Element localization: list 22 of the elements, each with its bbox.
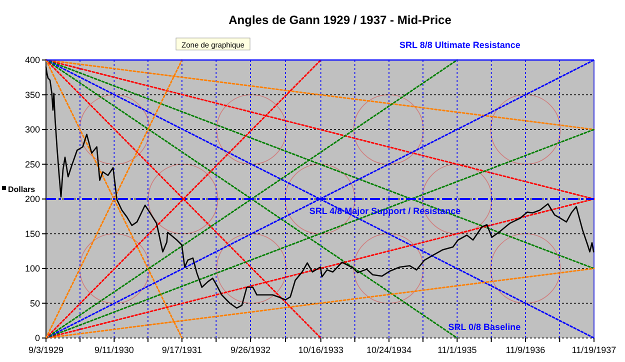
- x-tick-label: 11/19/1937: [572, 345, 616, 355]
- ref-line-label: SRL 8/8 Ultimate Resistance: [400, 40, 520, 50]
- y-tick-label: 300: [24, 124, 40, 134]
- x-tick-label: 10/16/1933: [298, 345, 344, 355]
- x-tick-label: 10/24/1934: [366, 345, 412, 355]
- x-tick-label: 11/9/1936: [506, 345, 546, 355]
- y-tick-label: 150: [24, 228, 40, 239]
- y-tick-label: 200: [24, 194, 40, 204]
- x-tick-label: 11/1/1935: [437, 345, 477, 355]
- y-tick-label: 400: [24, 55, 40, 65]
- y-tick-label: 100: [24, 264, 40, 274]
- y-tick-label: 50: [30, 298, 40, 308]
- y-tick-label: 0: [34, 333, 40, 343]
- x-tick-label: 9/17/1931: [162, 345, 202, 355]
- y-tick-label: 350: [24, 90, 40, 100]
- chart-title: Angles de Gann 1929 / 1937 - Mid-Price: [228, 13, 452, 27]
- x-tick-label: 9/3/1929: [28, 345, 64, 355]
- legend-label: Dollars: [8, 185, 36, 194]
- x-tick-label: 9/11/1930: [94, 345, 134, 355]
- y-tick-label: 250: [24, 159, 40, 170]
- x-tick-label: 9/26/1932: [230, 345, 270, 355]
- annotation: SRL 0/8 Baseline: [448, 322, 521, 332]
